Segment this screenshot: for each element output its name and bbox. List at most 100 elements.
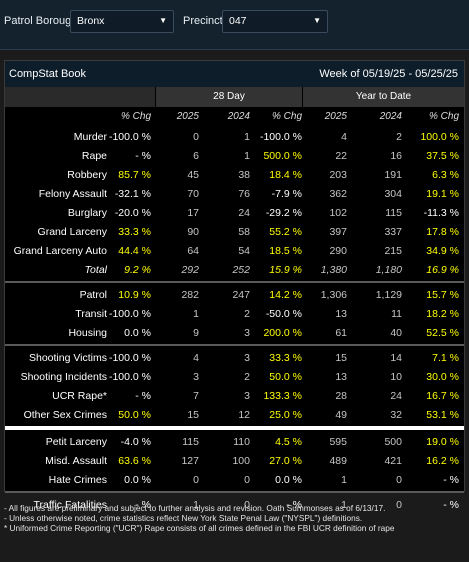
table-cell: 7.1 % <box>432 352 459 364</box>
table-cell: 290 <box>329 245 347 257</box>
column-header: 2024 <box>227 111 250 122</box>
table-row: Murder -100.0 % 0 1 -100.0 % 4 2 100.0 % <box>5 127 464 146</box>
table-row: Housing 0.0 % 9 3 200.0 % 61 40 52.5 % <box>5 323 464 342</box>
table-cell: 4 <box>341 131 347 143</box>
table-cell: 61 <box>335 327 347 339</box>
table-cell: - % <box>286 499 302 511</box>
table-cell: 3 <box>193 371 199 383</box>
table-cell: 282 <box>181 289 199 301</box>
table-cell: 32 <box>390 409 402 421</box>
borough-dropdown[interactable]: Bronx ▼ <box>70 10 174 33</box>
table-cell: 25.0 % <box>269 409 302 421</box>
table-cell: 1 <box>341 474 347 486</box>
table-row: Felony Assault -32.1 % 70 76 -7.9 % 362 304 19.… <box>5 184 464 203</box>
table-cell: 0 <box>193 131 199 143</box>
precinct-dropdown[interactable]: 047 ▼ <box>222 10 328 33</box>
column-header: 2025 <box>176 111 199 122</box>
table-cell: 18.5 % <box>269 245 302 257</box>
table-cell: 85.7 % <box>118 169 151 181</box>
table-cell: 0.0 % <box>275 474 302 486</box>
borough-label: Patrol Borough: <box>4 15 81 27</box>
table-cell: 40 <box>390 327 402 339</box>
row-label: Transit <box>75 308 107 320</box>
table-cell: -32.1 % <box>114 188 151 200</box>
table-cell: 22 <box>335 150 347 162</box>
table-cell: 33.3 % <box>269 352 302 364</box>
row-label: Petit Larceny <box>45 436 107 448</box>
group-ytd: Year to Date <box>303 87 464 107</box>
table-cell: 1 <box>193 308 199 320</box>
table-cell: -100.0 % <box>259 131 302 143</box>
table-cell: - % <box>443 499 459 511</box>
table-cell: 0.0 % <box>124 327 151 339</box>
table-cell: 191 <box>384 169 402 181</box>
table-row: Patrol 10.9 % 282 247 14.2 % 1,306 1,129 15.7 % <box>5 285 464 304</box>
table-cell: 63.6 % <box>118 455 151 467</box>
table-cell: 6.3 % <box>432 169 459 181</box>
table-cell: 28 <box>335 390 347 402</box>
table-row: Shooting Incidents -100.0 % 3 2 50.0 % 13 10 30… <box>5 367 464 386</box>
table-cell: 4 <box>193 352 199 364</box>
table-cell: 19.1 % <box>426 188 459 200</box>
table-cell: -100.0 % <box>108 352 151 364</box>
table-cell: 44.4 % <box>118 245 151 257</box>
group-28-day: 28 Day <box>156 87 302 107</box>
precinct-label: Precinct: <box>183 15 226 27</box>
table-cell: 49 <box>335 409 347 421</box>
table-cell: 30.0 % <box>426 371 459 383</box>
table-cell: 16.9 % <box>426 264 459 276</box>
table-cell: 54 <box>238 245 250 257</box>
table-cell: 3 <box>244 352 250 364</box>
table-cell: 14.2 % <box>269 289 302 301</box>
table-cell: 215 <box>384 245 402 257</box>
row-label: Murder <box>73 131 107 143</box>
table-cell: 252 <box>232 264 250 276</box>
precinct-value: 047 <box>229 15 247 27</box>
group-blank <box>5 87 155 107</box>
table-cell: 10 <box>390 371 402 383</box>
table-cell: 421 <box>384 455 402 467</box>
chevron-down-icon: ▼ <box>159 16 167 25</box>
table-row: Grand Larceny 33.3 % 90 58 55.2 % 397 337 17.8 … <box>5 222 464 241</box>
table-cell: 16.2 % <box>426 455 459 467</box>
table-cell: -100.0 % <box>108 371 151 383</box>
table-cell: 38 <box>238 169 250 181</box>
table-cell: 70 <box>187 188 199 200</box>
table-cell: 1 <box>193 499 199 511</box>
table-cell: 90 <box>187 226 199 238</box>
panel-title: CompStat Book <box>9 68 87 80</box>
table-cell: 100.0 % <box>420 131 459 143</box>
row-label: Hate Crimes <box>48 474 107 486</box>
footnote-line: - Unless otherwise noted, crime statisti… <box>4 513 363 524</box>
row-label: Patrol <box>79 289 107 301</box>
table-cell: - % <box>135 390 151 402</box>
table-row: Grand Larceny Auto 44.4 % 64 54 18.5 % 290 215… <box>5 241 464 260</box>
footnotes: - All figures are preliminary and subjec… <box>4 503 465 534</box>
row-label: Grand Larceny <box>37 226 107 238</box>
table-cell: 337 <box>384 226 402 238</box>
table-cell: 33.3 % <box>118 226 151 238</box>
table-cell: 595 <box>329 436 347 448</box>
row-label: Shooting Incidents <box>20 371 107 383</box>
table-cell: 17 <box>187 207 199 219</box>
row-label: Other Sex Crimes <box>23 409 107 421</box>
table-cell: -100.0 % <box>108 308 151 320</box>
row-label: Misd. Assault <box>45 455 107 467</box>
borough-value: Bronx <box>77 15 105 27</box>
table-cell: 13 <box>335 308 347 320</box>
table-cell: 1,306 <box>320 289 347 301</box>
table-cell: 203 <box>329 169 347 181</box>
week-range: Week of 05/19/25 - 05/25/25 <box>319 68 458 80</box>
table-cell: 16 <box>390 150 402 162</box>
table-cell: 3 <box>244 390 250 402</box>
table-cell: 102 <box>329 207 347 219</box>
table-cell: -11.3 % <box>423 207 459 219</box>
table-row: Burglary -20.0 % 17 24 -29.2 % 102 115 -11.3 % <box>5 203 464 222</box>
table-cell: 15 <box>187 409 199 421</box>
table-cell: 2 <box>244 371 250 383</box>
table-cell: 500.0 % <box>263 150 302 162</box>
table-cell: 304 <box>384 188 402 200</box>
table-cell: -100.0 % <box>108 131 151 143</box>
table-cell: 76 <box>238 188 250 200</box>
table-cell: -7.9 % <box>271 188 302 200</box>
